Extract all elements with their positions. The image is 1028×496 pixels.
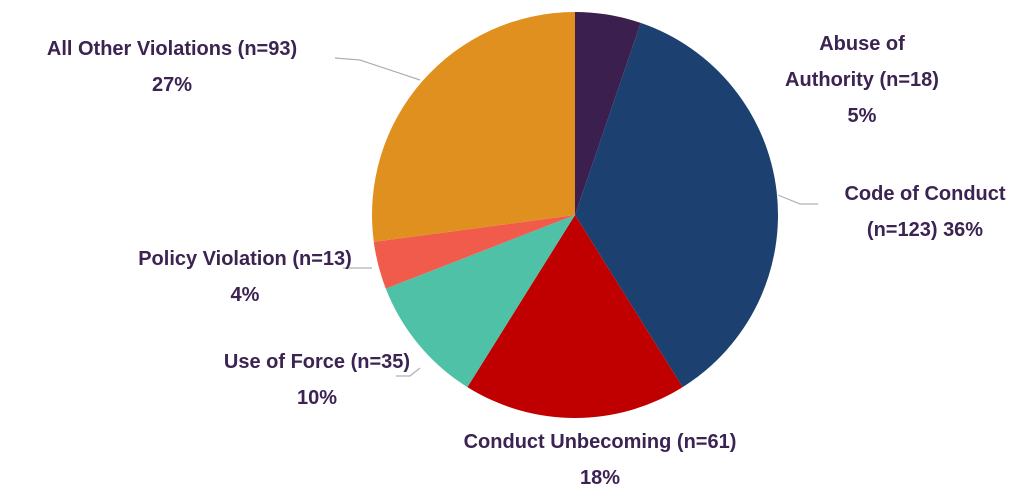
label-part: Abuse of Authority bbox=[785, 33, 905, 91]
label-part: Use of Force bbox=[223, 351, 346, 373]
pie-slice bbox=[373, 215, 575, 289]
pie-slice bbox=[467, 215, 683, 418]
label-part: 27% bbox=[151, 74, 193, 96]
slice-label: Code of Conduct (n=123) 36% bbox=[810, 176, 1028, 248]
label-part: Conduct Unbecoming bbox=[463, 431, 672, 453]
label-part: 10% bbox=[296, 387, 338, 409]
label-part: Policy Violation bbox=[138, 248, 287, 270]
slice-label: Abuse of Authority (n=18) 5% bbox=[777, 26, 947, 134]
label-part: (n=123) bbox=[866, 219, 938, 241]
slice-label: All Other Violations (n=93) 27% bbox=[2, 31, 342, 103]
label-part: 18% bbox=[579, 467, 621, 489]
leader-line bbox=[396, 367, 421, 377]
label-part: 4% bbox=[230, 284, 260, 306]
label-part: 5% bbox=[847, 105, 877, 127]
pie-slice bbox=[385, 215, 575, 388]
pie-slice bbox=[372, 12, 575, 242]
pie-slice bbox=[575, 12, 641, 215]
label-part: (n=13) bbox=[292, 248, 352, 270]
leader-line bbox=[777, 194, 818, 205]
label-part: All Other Violations bbox=[46, 38, 233, 60]
label-part: Code of Conduct bbox=[844, 183, 1006, 205]
label-part: (n=61) bbox=[676, 431, 737, 453]
slice-label: Use of Force (n=35) 10% bbox=[217, 344, 417, 416]
label-part: 36% bbox=[943, 219, 984, 241]
pie-slice bbox=[575, 22, 778, 388]
slice-label: Conduct Unbecoming (n=61) 18% bbox=[400, 424, 800, 496]
label-part: (n=18) bbox=[879, 69, 939, 91]
leader-line bbox=[334, 57, 421, 81]
slice-label: Policy Violation (n=13) 4% bbox=[130, 241, 360, 313]
label-part: (n=35) bbox=[350, 351, 411, 373]
label-part: (n=93) bbox=[237, 38, 298, 60]
